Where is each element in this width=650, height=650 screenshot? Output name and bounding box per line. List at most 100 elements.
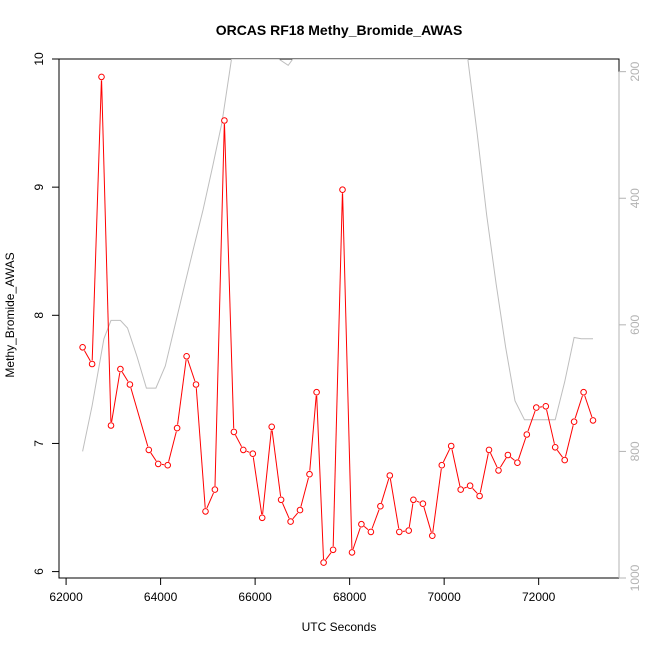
data-point: [377, 502, 384, 510]
y2-tick-label: 600: [628, 314, 642, 334]
series-segment: [342, 193, 353, 549]
data-point: [221, 117, 228, 124]
data-point: [495, 467, 502, 474]
series-segment: [150, 452, 157, 462]
series-segment: [565, 425, 574, 457]
series-segment: [214, 124, 225, 487]
data-point: [561, 456, 569, 464]
x-axis: 62000 64000 66000 68000 70000 72000: [49, 577, 556, 604]
data-point: [570, 418, 578, 426]
y-tick-label: 9: [32, 183, 46, 190]
y-axis-label: Methy_Bromide_AWAS: [3, 252, 17, 377]
series-segment: [252, 457, 263, 515]
series-segment: [371, 509, 380, 529]
x-axis-label: UTC Seconds: [302, 620, 377, 634]
data-point: [542, 403, 550, 410]
series-segment: [363, 526, 369, 530]
series-segment: [300, 477, 309, 507]
methyl-bromide-series: [79, 73, 597, 566]
data-point: [348, 549, 356, 556]
data-point: [396, 528, 403, 536]
data-point: [145, 446, 153, 454]
data-point: [580, 388, 587, 396]
series-segment: [451, 449, 461, 487]
series-segment: [316, 395, 324, 560]
data-point: [367, 528, 375, 536]
y2-tick-label: 1000: [628, 564, 642, 591]
data-point: [107, 422, 115, 429]
series-segment: [168, 431, 177, 462]
data-point: [386, 472, 394, 479]
data-point: [523, 431, 531, 438]
x-tick-label: 64000: [144, 590, 178, 604]
data-point: [429, 532, 436, 540]
data-point: [358, 520, 365, 528]
series-segment: [235, 434, 243, 447]
data-point: [98, 73, 105, 81]
series-segment: [546, 409, 555, 444]
series-segment: [472, 488, 478, 494]
series-segment: [101, 80, 112, 422]
data-point: [533, 404, 540, 411]
series-segment: [442, 448, 451, 463]
x-tick-label: 66000: [238, 590, 272, 604]
series-segment: [195, 388, 206, 508]
series-segment: [332, 193, 343, 547]
x-tick-label: 72000: [522, 590, 556, 604]
series-segment: [83, 350, 91, 362]
data-point: [514, 459, 521, 467]
series-segment: [499, 457, 507, 468]
series-segment: [408, 503, 414, 528]
data-point: [230, 428, 238, 436]
series-segment: [271, 430, 282, 497]
data-point: [164, 461, 171, 469]
data-point: [313, 388, 320, 396]
data-point: [211, 486, 219, 493]
chart-title: ORCAS RF18 Methy_Bromide_AWAS: [216, 22, 463, 38]
series-segment: [262, 430, 272, 515]
data-point: [268, 423, 276, 431]
series-segment: [432, 468, 442, 533]
y-tick-label: 10: [32, 52, 46, 66]
data-point: [476, 492, 483, 500]
data-point: [405, 527, 413, 534]
series-segment: [246, 450, 250, 453]
x-tick-label: 68000: [333, 590, 367, 604]
y2-tick-label: 400: [628, 188, 642, 208]
series-segment: [380, 478, 390, 503]
data-point: [504, 451, 512, 459]
series-segment: [527, 410, 536, 432]
data-point: [88, 360, 96, 368]
data-point: [249, 450, 257, 458]
series-segment: [518, 437, 527, 460]
series-segment: [389, 478, 400, 529]
y-tick-label: 8: [32, 312, 46, 319]
data-point: [117, 365, 124, 373]
y-axis: 6 7 8 9 10: [32, 52, 60, 575]
series-segment: [121, 371, 129, 382]
data-point: [192, 381, 200, 388]
data-point: [173, 424, 181, 432]
data-point: [183, 353, 190, 360]
data-point: [320, 559, 327, 566]
series-segment: [292, 512, 299, 520]
series-segment: [479, 453, 489, 493]
data-point: [589, 417, 597, 424]
series-segment: [111, 372, 121, 423]
series-segment: [206, 492, 214, 509]
data-point: [457, 486, 465, 493]
data-point: [296, 506, 304, 514]
x-tick-label: 70000: [427, 590, 461, 604]
y-tick-label: 7: [32, 440, 46, 447]
series-segment: [187, 359, 196, 382]
series-segment: [130, 387, 149, 447]
series-segment: [423, 506, 432, 533]
series-segment: [177, 359, 187, 425]
series-segment: [91, 80, 102, 361]
series-segment: [463, 486, 467, 489]
series-segment: [224, 124, 235, 429]
series-segment: [325, 552, 332, 560]
series-segment: [510, 456, 515, 461]
data-point: [258, 514, 266, 522]
data-point: [551, 444, 559, 451]
